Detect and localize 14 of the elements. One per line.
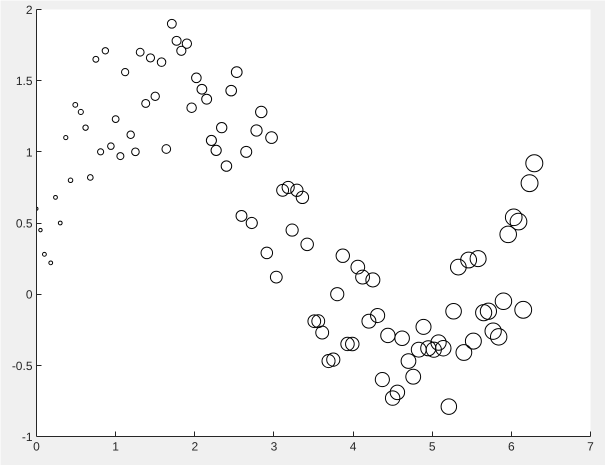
y-tick-label: 1 — [26, 145, 33, 160]
x-tick-label: 5 — [428, 440, 436, 454]
x-tick-label: 4 — [350, 440, 357, 454]
x-tick-label: 6 — [508, 440, 516, 454]
x-tick-label: 1 — [112, 440, 120, 454]
x-tick-label: 3 — [270, 440, 278, 454]
y-tick-label: 2 — [26, 3, 33, 17]
y-tick-label: -0.5 — [12, 358, 33, 373]
x-tick-label: 2 — [191, 440, 198, 454]
y-tick-label: 0.5 — [16, 216, 33, 230]
y-tick-label: 1.5 — [16, 74, 33, 88]
y-tick-label: 0 — [26, 288, 33, 302]
x-tick-label: 7 — [587, 440, 594, 454]
y-tick-label: -1 — [22, 430, 33, 444]
